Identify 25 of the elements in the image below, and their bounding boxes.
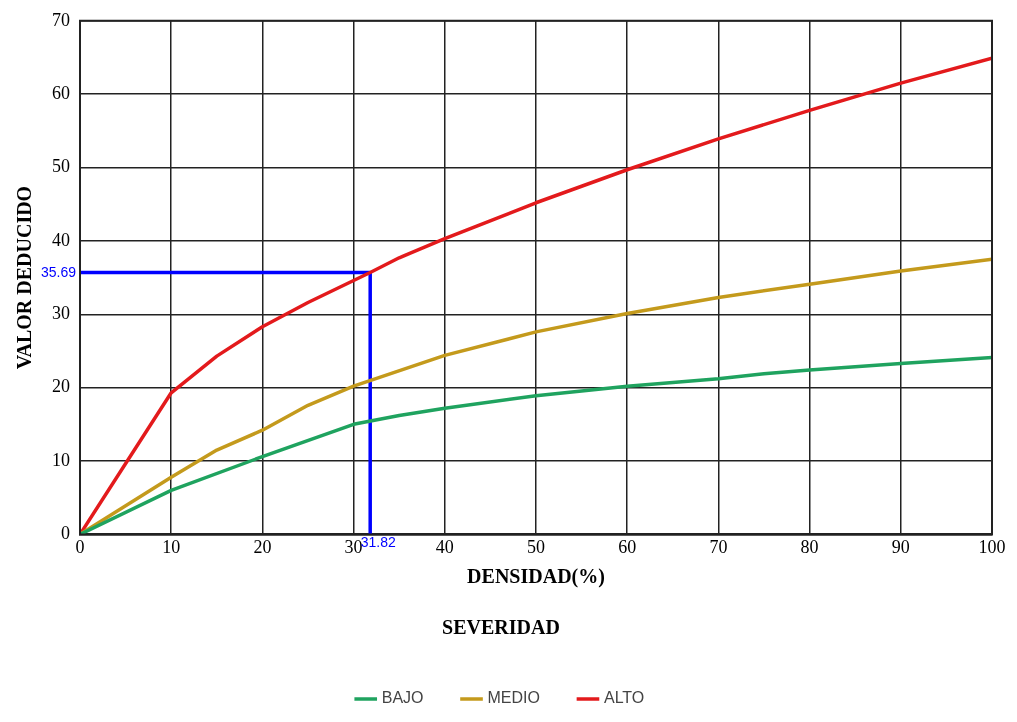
y-tick-label: 70: [52, 9, 70, 30]
y-tick-label: 10: [52, 449, 70, 470]
legend-label: BAJO: [381, 689, 424, 707]
x-tick-label: 50: [527, 536, 545, 557]
x-tick-label: 10: [162, 536, 181, 557]
x-tick-label: 70: [709, 536, 728, 557]
x-tick-label: 60: [618, 536, 637, 557]
y-tick-label: 60: [52, 82, 70, 103]
y-tick-label: 40: [52, 229, 70, 250]
x-tick-label: 90: [891, 536, 910, 557]
x-tick-label: 80: [800, 536, 819, 557]
y-axis-title: VALOR DEDUCIDO: [13, 185, 36, 370]
y-tick-label: 50: [52, 156, 70, 177]
y-tick-label: 30: [52, 303, 70, 324]
annotation: 35.69: [40, 264, 77, 281]
legend-label: ALTO: [603, 689, 645, 707]
y-tick-label: 0: [61, 523, 70, 544]
legend-title: SEVERIDAD: [442, 616, 560, 639]
y-tick-label: 20: [52, 376, 70, 397]
x-tick-label: 20: [253, 536, 272, 557]
x-tick-label: 100: [978, 536, 1006, 557]
x-tick-label: 40: [435, 536, 454, 557]
x-tick-label: 0: [75, 536, 85, 557]
legend-label: MEDIO: [487, 689, 540, 707]
x-axis-title: DENSIDAD(%): [467, 565, 605, 589]
